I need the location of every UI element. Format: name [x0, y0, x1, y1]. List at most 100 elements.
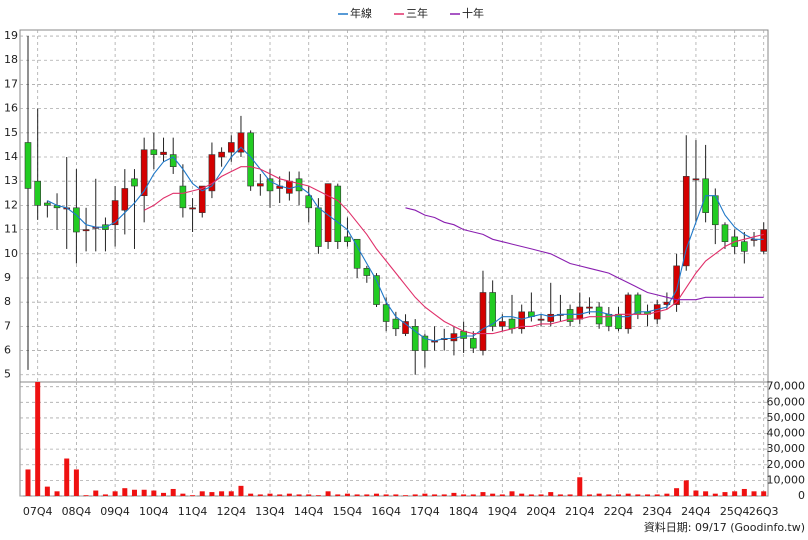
volume-bar: [528, 494, 534, 496]
volume-bar: [441, 494, 447, 496]
candle-body: [518, 311, 525, 330]
x-tick-label: 12Q4: [216, 505, 246, 518]
volume-bar: [509, 491, 515, 496]
volume-bar: [219, 491, 225, 496]
candle-body: [140, 149, 148, 197]
candle-body: [150, 149, 158, 155]
y-tick-label: 7: [4, 319, 11, 332]
volume-bar: [248, 493, 254, 496]
y-tick-label: 14: [4, 150, 18, 163]
volume-bar: [693, 490, 699, 496]
volume-tick-label: 10,000: [767, 473, 806, 486]
volume-bar: [131, 489, 137, 496]
volume-bar: [722, 492, 728, 496]
candle-body: [266, 178, 274, 192]
volume-bar: [373, 493, 379, 496]
volume-bar: [432, 494, 438, 496]
candle-body: [160, 151, 167, 155]
volume-bar: [683, 480, 689, 496]
candle-body: [227, 142, 235, 153]
candle-body: [353, 238, 361, 269]
candle-body: [489, 292, 496, 327]
volume-bar: [151, 490, 157, 496]
volume-bar: [538, 494, 544, 496]
volume-tick-label: 50,000: [767, 411, 806, 424]
candle-body: [499, 321, 506, 327]
candle-body: [324, 183, 332, 242]
volume-bar: [25, 469, 31, 496]
candle-body: [257, 183, 264, 187]
volume-bar: [122, 488, 128, 496]
candle-body: [586, 306, 593, 309]
volume-bar: [393, 494, 399, 496]
volume-bar: [64, 458, 70, 496]
candle-body: [315, 207, 322, 247]
candle-body: [537, 318, 545, 321]
x-tick-label: 18Q4: [449, 505, 479, 518]
candle-body: [111, 200, 119, 226]
y-tick-label: 6: [4, 344, 11, 357]
volume-bar: [383, 494, 389, 496]
candle-body: [547, 313, 555, 322]
volume-bar: [741, 488, 747, 496]
x-tick-label: 11Q4: [178, 505, 208, 518]
candle-body: [82, 229, 90, 232]
volume-bar: [44, 486, 50, 496]
y-tick-label: 17: [4, 77, 18, 90]
y-tick-label: 9: [4, 271, 11, 284]
candle-body: [73, 207, 80, 233]
volume-bar: [548, 492, 554, 496]
candle-body: [469, 338, 477, 349]
y-tick-label: 15: [4, 126, 18, 139]
volume-tick-label: 40,000: [767, 427, 806, 440]
volume-bar: [664, 493, 670, 496]
candle-body: [392, 318, 400, 330]
volume-bar: [141, 489, 147, 496]
y-tick-label: 5: [4, 368, 11, 381]
y-tick-label: 12: [4, 198, 18, 211]
y-tick-label: 16: [4, 102, 18, 115]
volume-bar: [54, 491, 60, 496]
volume-bar: [354, 494, 360, 496]
volume-bar: [335, 494, 341, 496]
volume-bar: [199, 491, 205, 496]
volume-bar: [170, 488, 176, 496]
candle-body: [373, 275, 380, 305]
x-tick-label: 16Q4: [371, 505, 401, 518]
volume-bar: [557, 494, 563, 496]
candle-body: [121, 188, 129, 211]
volume-bar: [732, 491, 738, 496]
y-tick-label: 18: [4, 53, 18, 66]
candle-body: [179, 185, 187, 209]
candle-body: [237, 132, 245, 153]
candle-body: [189, 207, 196, 210]
volume-bar: [112, 491, 118, 496]
x-tick-label: 07Q4: [23, 505, 53, 518]
ma-line: [143, 166, 764, 335]
candle-body: [450, 333, 458, 342]
candle-body: [576, 306, 584, 320]
volume-bar: [606, 494, 612, 496]
candle-body: [344, 236, 351, 242]
candle-body: [34, 180, 41, 206]
candle-body: [363, 267, 371, 276]
candle-body: [247, 132, 254, 187]
volume-tick-label: 0: [798, 489, 805, 502]
volume-tick-label: 70,000: [767, 380, 806, 393]
x-tick-label: 22Q4: [604, 505, 634, 518]
volume-bar: [35, 382, 41, 496]
ma-line: [47, 146, 764, 342]
volume-bar: [470, 494, 476, 496]
candle-body: [508, 318, 516, 330]
candle-body: [44, 202, 51, 206]
volume-tick-label: 20,000: [767, 458, 806, 471]
volume-bar: [344, 493, 350, 496]
volume-bar: [93, 490, 99, 496]
candle-body: [286, 180, 293, 194]
candle-body: [295, 178, 303, 192]
candle-body: [741, 241, 748, 252]
volume-bar: [306, 494, 312, 496]
volume-bar: [451, 492, 457, 496]
y-tick-label: 10: [4, 247, 18, 260]
candle-body: [24, 142, 32, 189]
